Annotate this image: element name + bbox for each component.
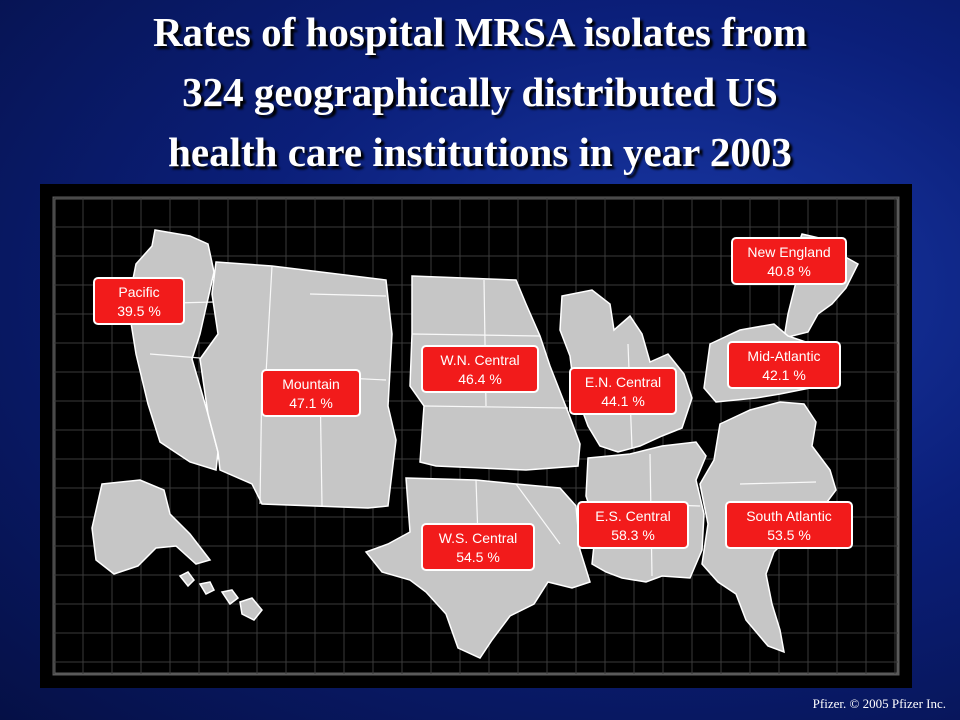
title-line-1: Rates of hospital MRSA isolates from — [152, 9, 808, 55]
region-label-mid-atlantic: Mid-Atlantic 42.1 % — [727, 341, 841, 389]
region-name: Mountain — [282, 376, 340, 392]
map-svg: Pacific 39.5 % Mountain 47.1 % W.N. Central 4… — [40, 184, 912, 688]
region-rate: 54.5 % — [456, 549, 500, 565]
alaska-shape — [91, 479, 212, 575]
region-name: E.N. Central — [585, 374, 661, 390]
region-rate: 53.5 % — [767, 527, 811, 543]
region-name: New England — [747, 244, 830, 260]
region-label-box — [731, 237, 847, 285]
region-rate: 46.4 % — [458, 371, 502, 387]
region-label-box — [725, 501, 853, 549]
title-line-3: health care institutions in year 2003 — [168, 129, 792, 175]
region-label-box — [727, 341, 841, 389]
copyright-footer: Pfizer. © 2005 Pfizer Inc. — [812, 696, 946, 711]
region-rate: 39.5 % — [117, 303, 161, 319]
region-label-box — [261, 369, 361, 417]
region-label-wn-central: W.N. Central 46.4 % — [421, 345, 539, 393]
region-label-en-central: E.N. Central 44.1 % — [569, 367, 677, 415]
slide-title: Rates of hospital MRSA isolates from 324… — [0, 2, 960, 182]
region-label-box — [93, 277, 185, 325]
region-label-box — [421, 345, 539, 393]
title-line-2: 324 geographically distributed US — [182, 69, 778, 115]
region-label-south-atlantic: South Atlantic 53.5 % — [725, 501, 853, 549]
region-rate: 44.1 % — [601, 393, 645, 409]
hawaii-shape — [178, 571, 263, 621]
region-rate: 47.1 % — [289, 395, 333, 411]
us-region-map: Pacific 39.5 % Mountain 47.1 % W.N. Central 4… — [40, 184, 912, 688]
region-name: W.N. Central — [440, 352, 519, 368]
region-label-mountain: Mountain 47.1 % — [261, 369, 361, 417]
region-name: W.S. Central — [439, 530, 518, 546]
region-labels: Pacific 39.5 % Mountain 47.1 % W.N. Central 4… — [93, 237, 853, 571]
region-label-box — [569, 367, 677, 415]
region-name: South Atlantic — [746, 508, 832, 524]
region-label-pacific: Pacific 39.5 % — [93, 277, 185, 325]
region-rate: 58.3 % — [611, 527, 655, 543]
region-name: Mid-Atlantic — [747, 348, 820, 364]
region-label-box — [421, 523, 535, 571]
region-rate: 40.8 % — [767, 263, 811, 279]
region-label-new-england: New England 40.8 % — [731, 237, 847, 285]
region-name: Pacific — [118, 284, 159, 300]
region-name: E.S. Central — [595, 508, 670, 524]
region-label-es-central: E.S. Central 58.3 % — [577, 501, 689, 549]
region-label-box — [577, 501, 689, 549]
region-label-ws-central: W.S. Central 54.5 % — [421, 523, 535, 571]
region-rate: 42.1 % — [762, 367, 806, 383]
